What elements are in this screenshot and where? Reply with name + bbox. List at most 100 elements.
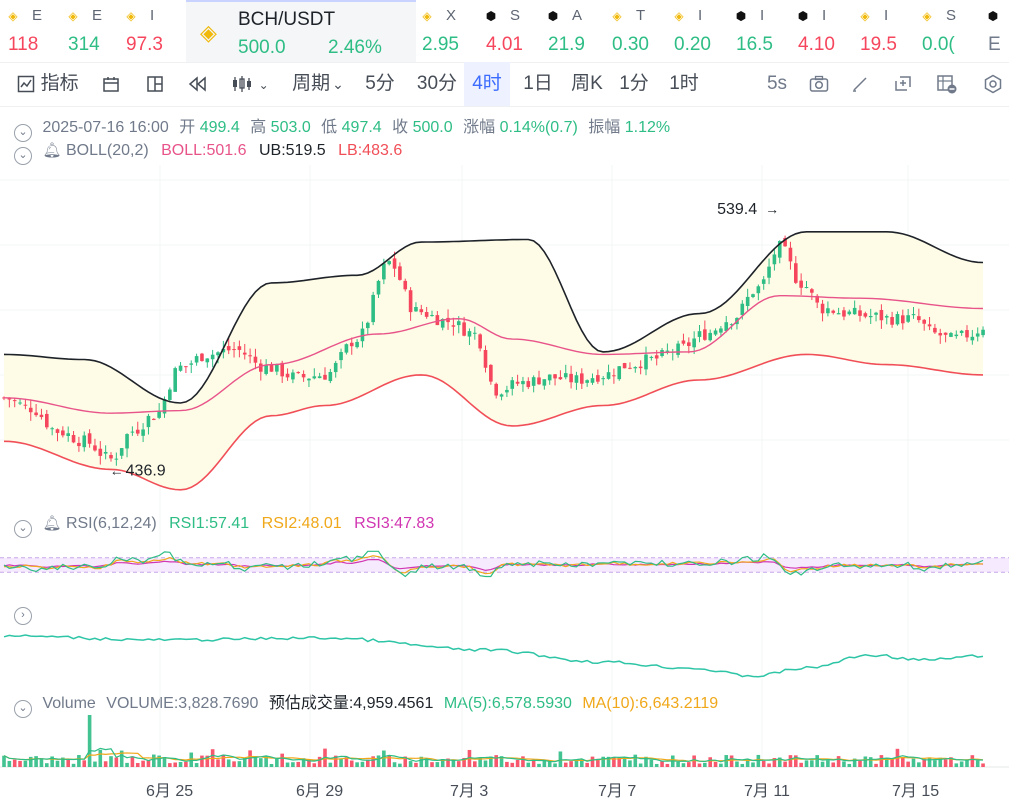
candle-body bbox=[590, 378, 595, 383]
refresh-interval[interactable]: 5s bbox=[766, 73, 788, 94]
compare-button[interactable] bbox=[934, 62, 960, 106]
active-ticker-bch-usdt[interactable]: ◈ BCH/USDT 500.0 2.46% bbox=[186, 0, 416, 62]
volume-bar bbox=[499, 756, 504, 767]
volume-bar bbox=[772, 757, 777, 767]
volume-bar bbox=[473, 761, 477, 767]
candle-body bbox=[275, 363, 279, 372]
rsi-name[interactable]: RSI(6,12,24) bbox=[65, 515, 157, 532]
candle-body bbox=[810, 289, 814, 293]
screenshot-button[interactable] bbox=[806, 62, 832, 106]
candle-style-button[interactable] bbox=[98, 62, 124, 106]
interval-button[interactable]: 30分 bbox=[416, 73, 458, 94]
volume-bar bbox=[382, 750, 386, 767]
candle-body bbox=[606, 372, 611, 379]
ticker-item[interactable]: ◈ E 118 bbox=[0, 0, 60, 62]
volume-bar bbox=[451, 760, 456, 767]
interval-button[interactable]: 1分 bbox=[619, 73, 649, 94]
volume-bar bbox=[836, 756, 841, 767]
bell-icon[interactable]: 🔔︎ bbox=[42, 142, 62, 159]
ticker-price: 314 bbox=[68, 34, 100, 55]
interval-button[interactable]: 1日 bbox=[523, 73, 553, 94]
collapse-chevron-icon[interactable]: ⌄ bbox=[14, 147, 32, 165]
add-window-button[interactable] bbox=[890, 62, 916, 106]
ticker-item[interactable]: ⬢ I 16.5 bbox=[728, 0, 788, 62]
rewind-icon bbox=[188, 76, 206, 92]
candle-body bbox=[232, 349, 236, 351]
ticker-item[interactable]: ◈ S 0.0( bbox=[914, 0, 974, 62]
candle-body bbox=[633, 367, 638, 369]
high-price-annotation: 539.4 bbox=[717, 201, 757, 218]
candle-body bbox=[558, 377, 563, 380]
candle-body bbox=[601, 378, 605, 380]
ticker-item[interactable]: ◈ I 97.3 bbox=[118, 0, 178, 62]
ticker-item[interactable]: ◈ I 0.20 bbox=[666, 0, 726, 62]
volume-bar bbox=[943, 759, 948, 767]
volume-bar bbox=[408, 761, 413, 767]
volume-name[interactable]: Volume bbox=[42, 695, 96, 712]
collapse-chevron-icon[interactable]: ⌄ bbox=[14, 124, 32, 142]
ticker-name: E bbox=[92, 7, 103, 24]
interval-button[interactable]: 5分 bbox=[365, 73, 395, 94]
candle-body bbox=[703, 329, 707, 340]
candle-body bbox=[783, 237, 787, 247]
ticker-item[interactable]: ◈ E 314 bbox=[60, 0, 120, 62]
change-label: 涨幅 bbox=[463, 119, 496, 136]
volume-bar bbox=[553, 763, 557, 767]
ticker-item[interactable]: ◈ I 19.5 bbox=[852, 0, 912, 62]
volume-bar bbox=[852, 758, 857, 767]
volume-bar bbox=[719, 763, 723, 767]
replay-button[interactable] bbox=[184, 62, 210, 106]
volume-bar bbox=[371, 756, 375, 767]
volume-bar bbox=[531, 759, 536, 767]
ticker-item[interactable]: ⬢ I 4.10 bbox=[790, 0, 850, 62]
ticker-item[interactable]: ⬢ E bbox=[980, 0, 1009, 62]
period-dropdown[interactable]: 周期 ⌄ bbox=[286, 62, 350, 106]
drawing-button[interactable] bbox=[848, 62, 874, 106]
interval-button[interactable]: 1时 bbox=[669, 73, 699, 94]
ticker-price: 19.5 bbox=[860, 34, 897, 55]
layout-button[interactable] bbox=[142, 62, 168, 106]
indicators-button[interactable]: 指标 bbox=[12, 62, 84, 106]
volume-bar bbox=[109, 756, 113, 767]
chart-type-dropdown[interactable]: ⌄ bbox=[226, 62, 274, 106]
volume-bar bbox=[77, 755, 81, 767]
expand-pane-chevron[interactable]: › bbox=[14, 602, 38, 625]
collapse-chevron-icon[interactable]: ⌄ bbox=[14, 520, 32, 538]
candle-body bbox=[820, 303, 825, 314]
ticker-item[interactable]: ◈ X 2.95 bbox=[414, 0, 474, 62]
volume-bar bbox=[874, 763, 878, 767]
interval-button[interactable]: 4时 bbox=[464, 62, 510, 106]
candle-body bbox=[687, 342, 691, 347]
volume-bar bbox=[569, 761, 573, 767]
settings-button[interactable] bbox=[980, 62, 1006, 106]
volume-bar bbox=[879, 755, 884, 767]
candle-body bbox=[596, 375, 600, 382]
volume-bar bbox=[547, 761, 552, 767]
ticker-price: 0.30 bbox=[612, 34, 649, 55]
volume-bar bbox=[125, 762, 129, 767]
volume-bar bbox=[2, 755, 6, 767]
ticker-price: 97.3 bbox=[126, 34, 163, 55]
candle-body bbox=[462, 322, 466, 336]
boll-name[interactable]: BOLL(20,2) bbox=[65, 142, 149, 159]
volume-bar bbox=[157, 755, 161, 767]
candle-body bbox=[665, 350, 670, 352]
candle-body bbox=[103, 451, 108, 454]
bell-icon[interactable]: 🔔︎ bbox=[42, 515, 62, 532]
candle-body bbox=[162, 399, 167, 414]
interval-button[interactable]: 周K bbox=[571, 73, 603, 94]
volume-bar bbox=[462, 757, 466, 767]
volume-bar bbox=[927, 757, 932, 767]
ticker-item[interactable]: ◈ T 0.30 bbox=[604, 0, 664, 62]
close-label: 收 bbox=[392, 119, 409, 136]
volume-bar bbox=[692, 755, 696, 767]
ticker-item[interactable]: ⬢ S 4.01 bbox=[478, 0, 538, 62]
volume-bar bbox=[788, 755, 793, 767]
volume-bar bbox=[307, 759, 311, 767]
candle-body bbox=[387, 261, 391, 265]
ticker-item[interactable]: ⬢ A 21.9 bbox=[540, 0, 600, 62]
volume-bar bbox=[39, 758, 44, 767]
ohlc-info-row: ⌄ 2025-07-16 16:00 开 499.4 高 503.0 低 497… bbox=[14, 113, 670, 142]
collapse-chevron-icon[interactable]: ⌄ bbox=[14, 700, 32, 718]
